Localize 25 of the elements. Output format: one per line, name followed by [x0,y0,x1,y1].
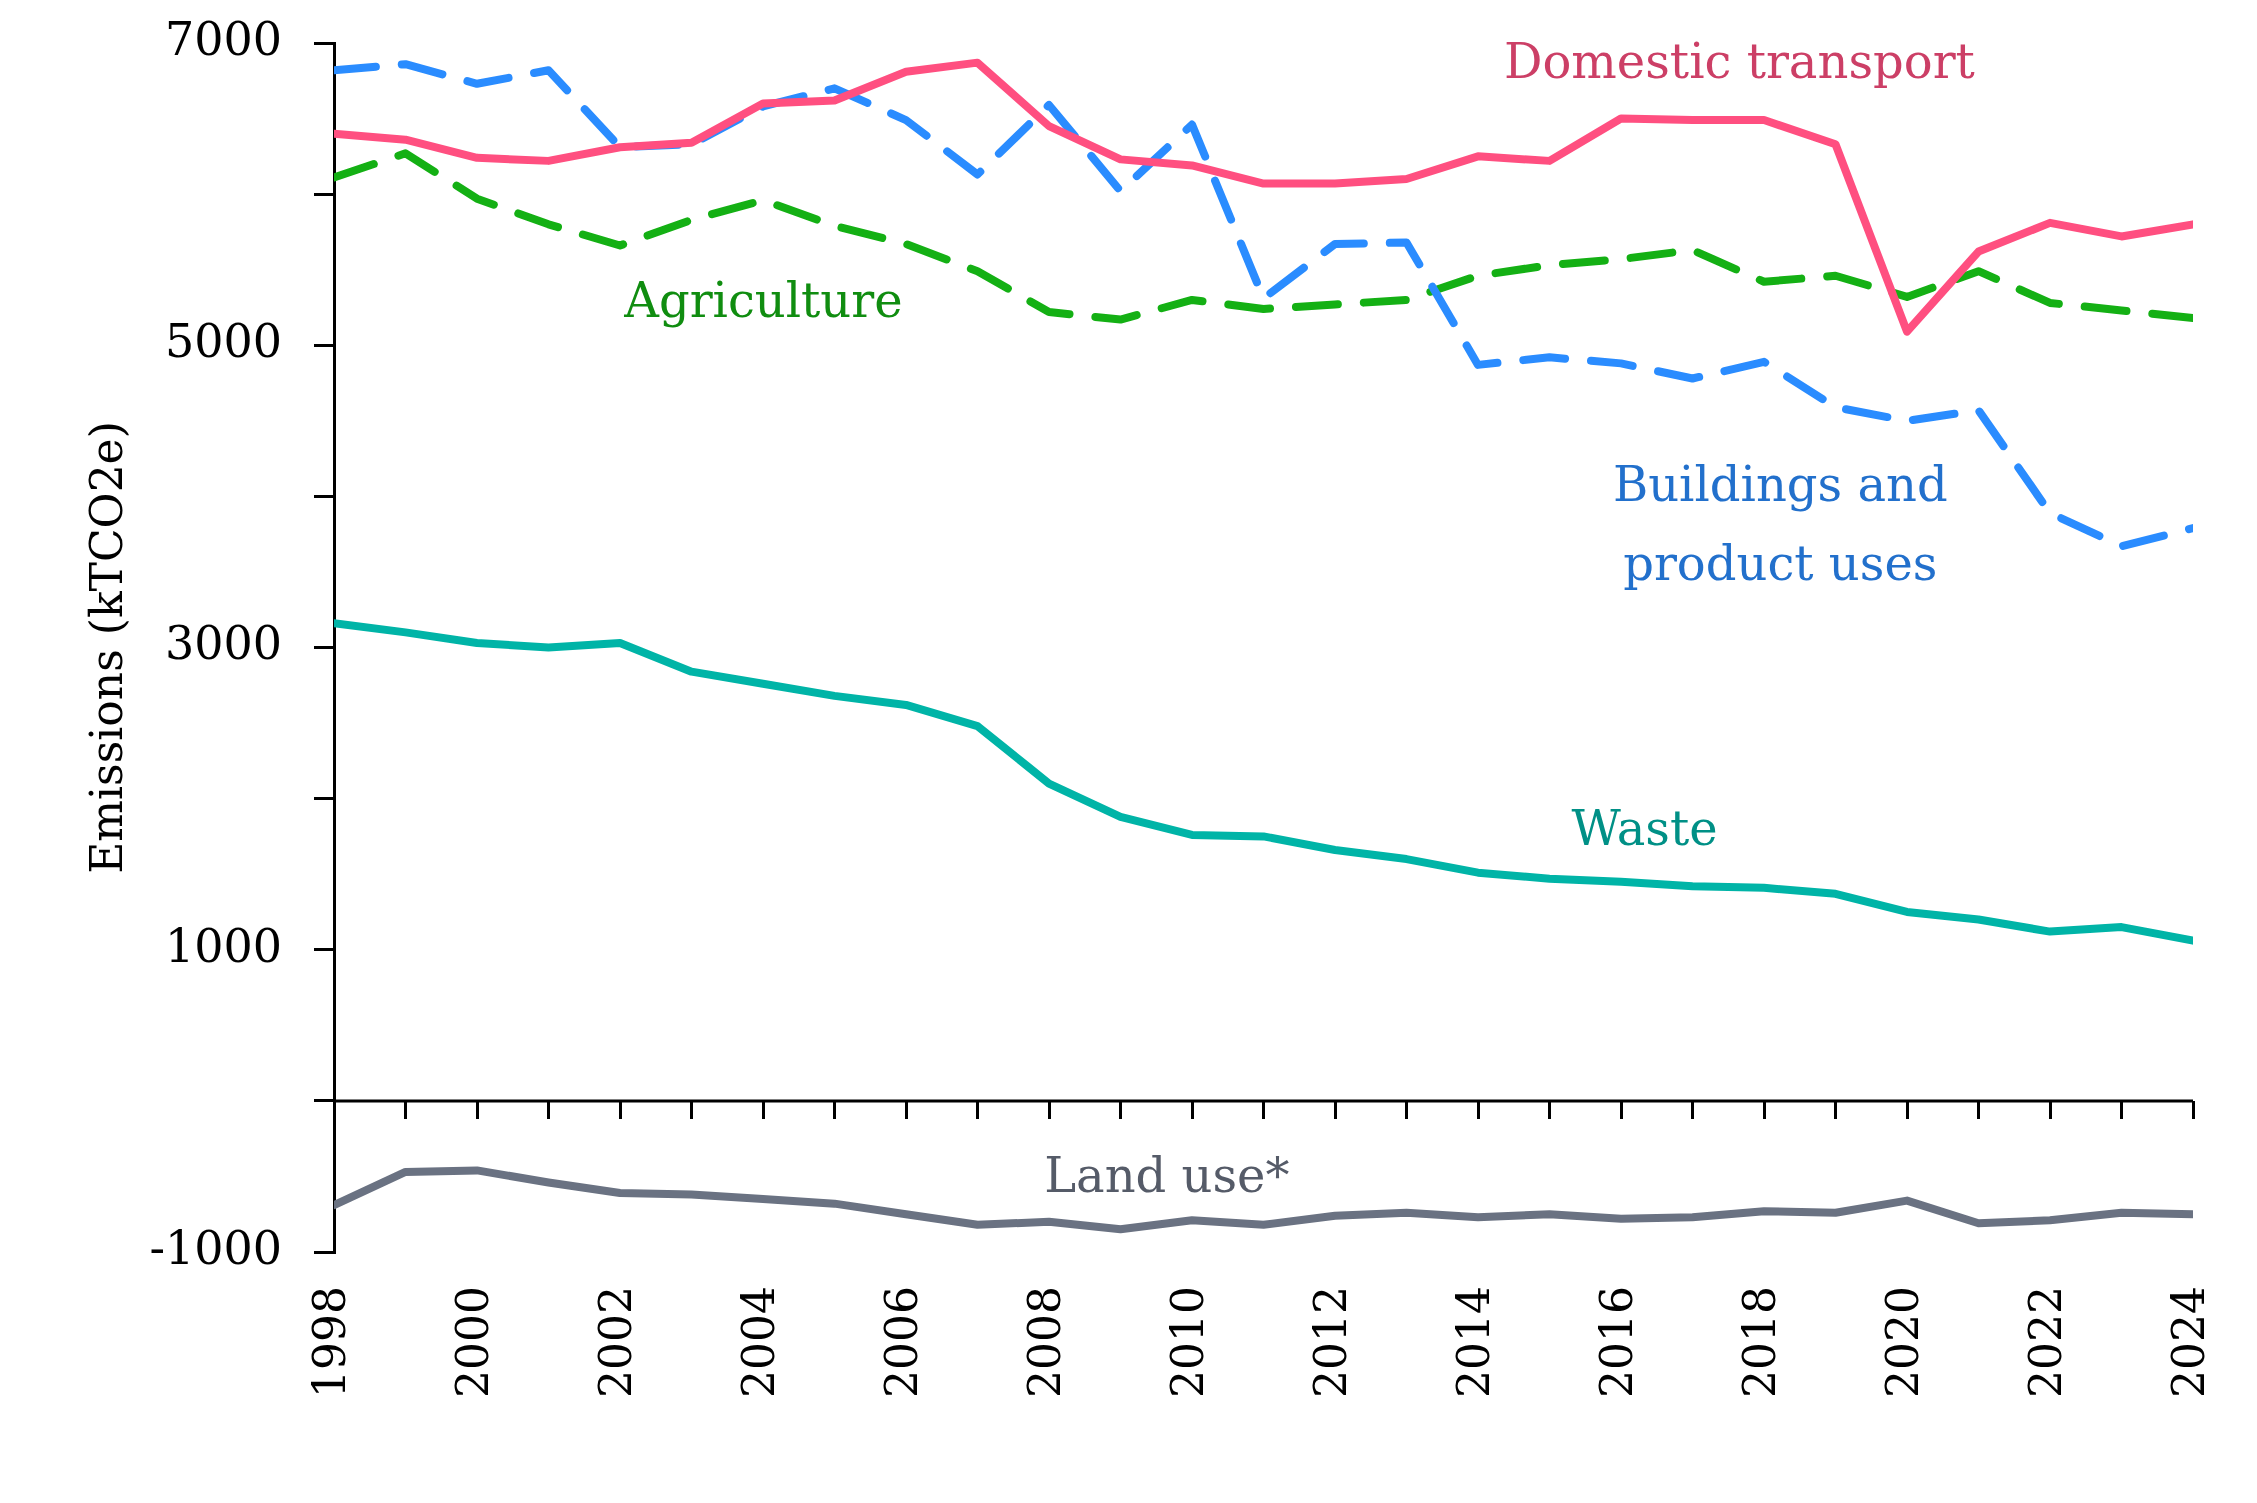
y-tick-label: 1000 [164,918,282,973]
x-tick-label: 2002 [590,1286,642,1398]
y-tick-label: 7000 [164,11,282,66]
x-tick-label: 2008 [1019,1286,1071,1398]
x-tick-label: 2012 [1305,1286,1357,1398]
series-label: Buildings and product uses [1612,455,1948,591]
x-tick-label: 1998 [304,1286,356,1398]
x-tick-label: 2014 [1448,1286,1500,1398]
x-tick-label: 2018 [1734,1286,1786,1398]
x-tick-label: 2016 [1591,1286,1643,1398]
x-tick-label: 2022 [2020,1286,2072,1398]
x-tick-label: 2004 [733,1286,785,1398]
y-tick-label: 5000 [164,314,282,369]
series-label: Waste [1571,799,1718,856]
x-tick-label: 2020 [1877,1286,1929,1398]
series-label: Agriculture [623,271,903,328]
y-axis-title: Emissions (kTCO2e) [80,421,132,874]
x-tick-label: 2006 [876,1286,928,1398]
y-tick-label: 3000 [164,616,282,671]
series-label: Land use* [1044,1146,1290,1203]
x-tick-label: 2010 [1162,1286,1214,1398]
x-tick-label: 2024 [2163,1286,2215,1398]
series-label: Domestic transport [1503,33,1975,90]
x-tick-label: 2000 [447,1286,499,1398]
y-tick-label: -1000 [149,1220,282,1275]
